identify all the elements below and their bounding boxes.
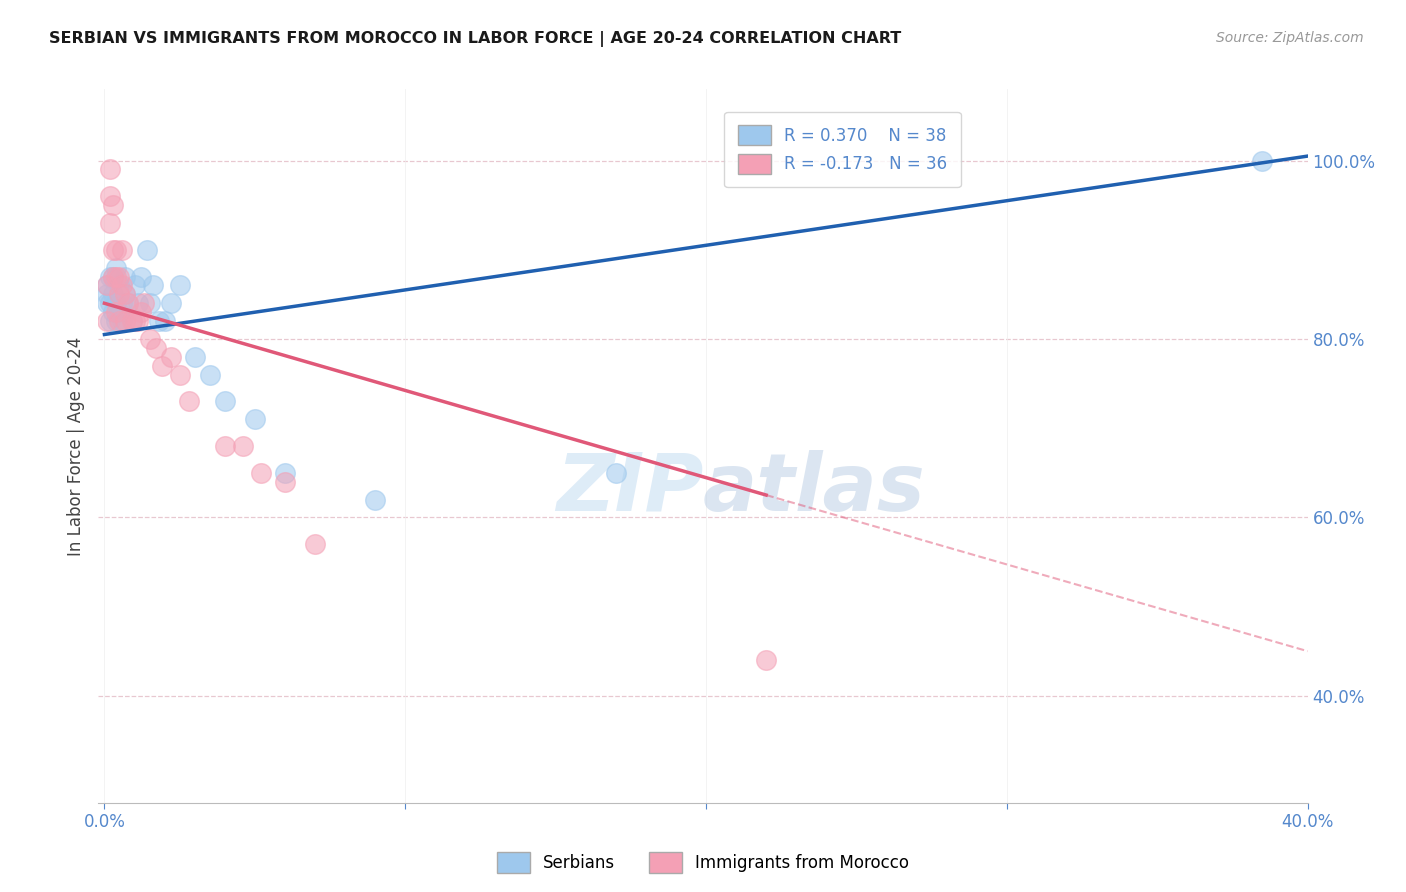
Point: [105, 260, 128, 275]
Text: ZIP: ZIP: [555, 450, 703, 528]
Point: [114, 314, 136, 328]
Point: [214, 439, 236, 453]
Point: [96, 278, 118, 293]
Point: [105, 314, 128, 328]
Point: [127, 314, 149, 328]
Point: [1251, 153, 1274, 168]
Point: [138, 296, 160, 310]
Point: [153, 314, 176, 328]
Point: [117, 296, 139, 310]
Point: [274, 475, 297, 489]
Point: [105, 269, 128, 284]
Point: [100, 189, 122, 203]
Point: [132, 296, 155, 310]
Point: [96, 278, 118, 293]
Point: [103, 269, 125, 284]
Point: [150, 359, 173, 373]
Text: atlas: atlas: [703, 450, 925, 528]
Point: [114, 269, 136, 284]
Point: [121, 314, 143, 328]
Point: [129, 269, 152, 284]
Text: SERBIAN VS IMMIGRANTS FROM MOROCCO IN LABOR FORCE | AGE 20-24 CORRELATION CHART: SERBIAN VS IMMIGRANTS FROM MOROCCO IN LA…: [49, 31, 901, 47]
Y-axis label: In Labor Force | Age 20-24: In Labor Force | Age 20-24: [66, 336, 84, 556]
Point: [103, 198, 125, 212]
Point: [605, 466, 627, 480]
Point: [96, 287, 118, 301]
Point: [364, 492, 387, 507]
Point: [103, 243, 125, 257]
Point: [159, 296, 181, 310]
Point: [250, 466, 273, 480]
Point: [117, 296, 139, 310]
Point: [755, 653, 778, 667]
Point: [114, 287, 136, 301]
Point: [124, 314, 146, 328]
Point: [121, 314, 143, 328]
Point: [159, 350, 181, 364]
Point: [100, 314, 122, 328]
Point: [100, 216, 122, 230]
Point: [145, 341, 167, 355]
Legend: R = 0.370    N = 38, R = -0.173   N = 36: R = 0.370 N = 38, R = -0.173 N = 36: [724, 112, 960, 187]
Point: [108, 278, 131, 293]
Point: [103, 287, 125, 301]
Point: [169, 278, 191, 293]
Point: [105, 243, 128, 257]
Point: [135, 243, 157, 257]
Point: [274, 466, 297, 480]
Point: [108, 305, 131, 319]
Point: [214, 394, 236, 409]
Point: [105, 296, 128, 310]
Legend: Serbians, Immigrants from Morocco: Serbians, Immigrants from Morocco: [489, 846, 917, 880]
Point: [243, 412, 266, 426]
Point: [103, 269, 125, 284]
Point: [105, 305, 128, 319]
Point: [100, 162, 122, 177]
Point: [124, 278, 146, 293]
Point: [148, 314, 170, 328]
Point: [111, 278, 134, 293]
Point: [108, 269, 131, 284]
Point: [100, 296, 122, 310]
Point: [177, 394, 200, 409]
Point: [100, 269, 122, 284]
Point: [111, 314, 134, 328]
Point: [142, 278, 165, 293]
Point: [169, 368, 191, 382]
Point: [304, 537, 326, 551]
Point: [183, 350, 205, 364]
Point: [108, 314, 131, 328]
Text: Source: ZipAtlas.com: Source: ZipAtlas.com: [1216, 31, 1364, 45]
Point: [108, 287, 131, 301]
Point: [111, 296, 134, 310]
Point: [127, 296, 149, 310]
Point: [103, 305, 125, 319]
Point: [96, 296, 118, 310]
Point: [129, 305, 152, 319]
Point: [232, 439, 254, 453]
Point: [111, 243, 134, 257]
Point: [138, 332, 160, 346]
Point: [96, 314, 118, 328]
Point: [198, 368, 221, 382]
Point: [114, 287, 136, 301]
